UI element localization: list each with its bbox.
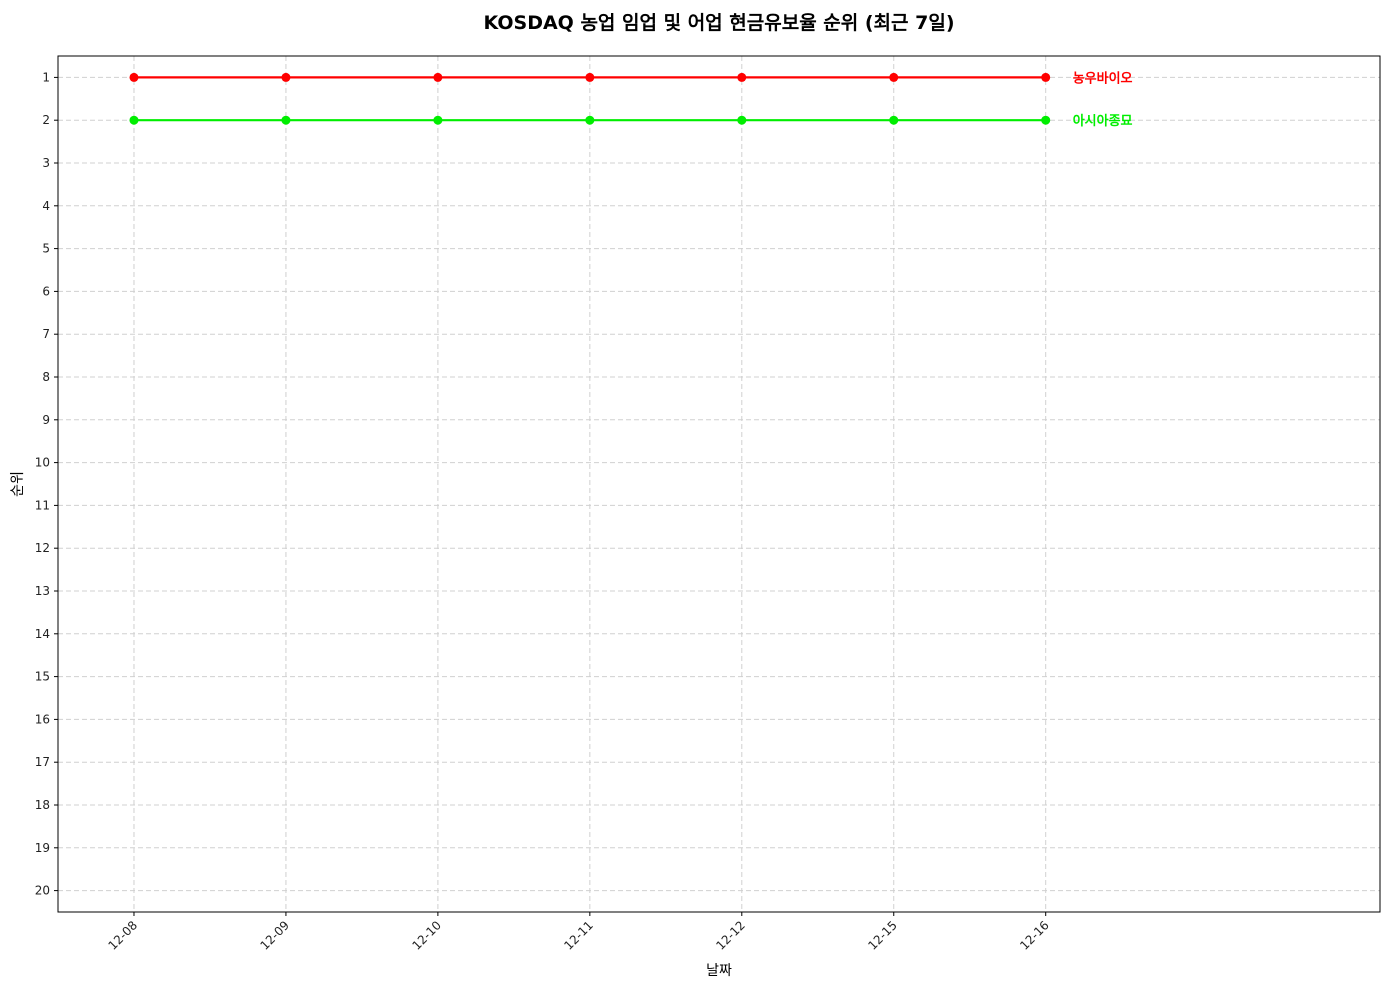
y-tick-label: 9	[42, 413, 50, 427]
y-tick-label: 7	[42, 327, 50, 341]
y-tick-label: 15	[35, 670, 50, 684]
y-tick-label: 5	[42, 242, 50, 256]
data-point	[889, 72, 899, 82]
data-point	[281, 115, 291, 125]
series-end-label: 아시아종묘	[1073, 113, 1133, 129]
y-tick-label: 4	[42, 199, 50, 213]
data-point	[1041, 72, 1051, 82]
y-tick-label: 1	[42, 70, 50, 84]
x-tick-label: 12-09	[257, 918, 292, 953]
y-tick-label: 20	[35, 884, 50, 898]
x-tick-label: 12-08	[106, 918, 141, 953]
x-tick-label: 12-15	[865, 918, 900, 953]
y-tick-label: 2	[42, 113, 50, 127]
x-tick-label: 12-11	[561, 918, 596, 953]
data-point	[737, 115, 747, 125]
y-tick-label: 8	[42, 370, 50, 384]
data-point	[1041, 115, 1051, 125]
data-point	[585, 115, 595, 125]
y-tick-label: 14	[35, 627, 50, 641]
data-point	[433, 72, 443, 82]
y-tick-label: 12	[35, 541, 50, 555]
x-tick-label: 12-10	[409, 918, 444, 953]
x-tick-label: 12-16	[1017, 918, 1052, 953]
data-point	[129, 72, 139, 82]
data-point	[737, 72, 747, 82]
data-point	[889, 115, 899, 125]
series-end-label: 농우바이오	[1073, 70, 1133, 86]
chart-title: KOSDAQ 농업 임업 및 어업 현금유보율 순위 (최근 7일)	[484, 12, 955, 34]
data-point	[281, 72, 291, 82]
y-tick-label: 13	[35, 584, 50, 598]
data-point	[129, 115, 139, 125]
x-tick-label: 12-12	[713, 918, 748, 953]
x-axis-label: 날짜	[706, 963, 732, 979]
data-point	[585, 72, 595, 82]
y-tick-label: 17	[35, 755, 50, 769]
y-tick-label: 16	[35, 712, 50, 726]
y-tick-label: 10	[35, 456, 50, 470]
y-tick-label: 19	[35, 841, 50, 855]
y-tick-label: 18	[35, 798, 50, 812]
y-tick-label: 6	[42, 284, 50, 298]
y-tick-label: 11	[35, 498, 50, 512]
y-tick-label: 3	[42, 156, 50, 170]
y-axis-label: 순위	[10, 471, 26, 497]
data-point	[433, 115, 443, 125]
plot-frame	[57, 55, 1381, 913]
